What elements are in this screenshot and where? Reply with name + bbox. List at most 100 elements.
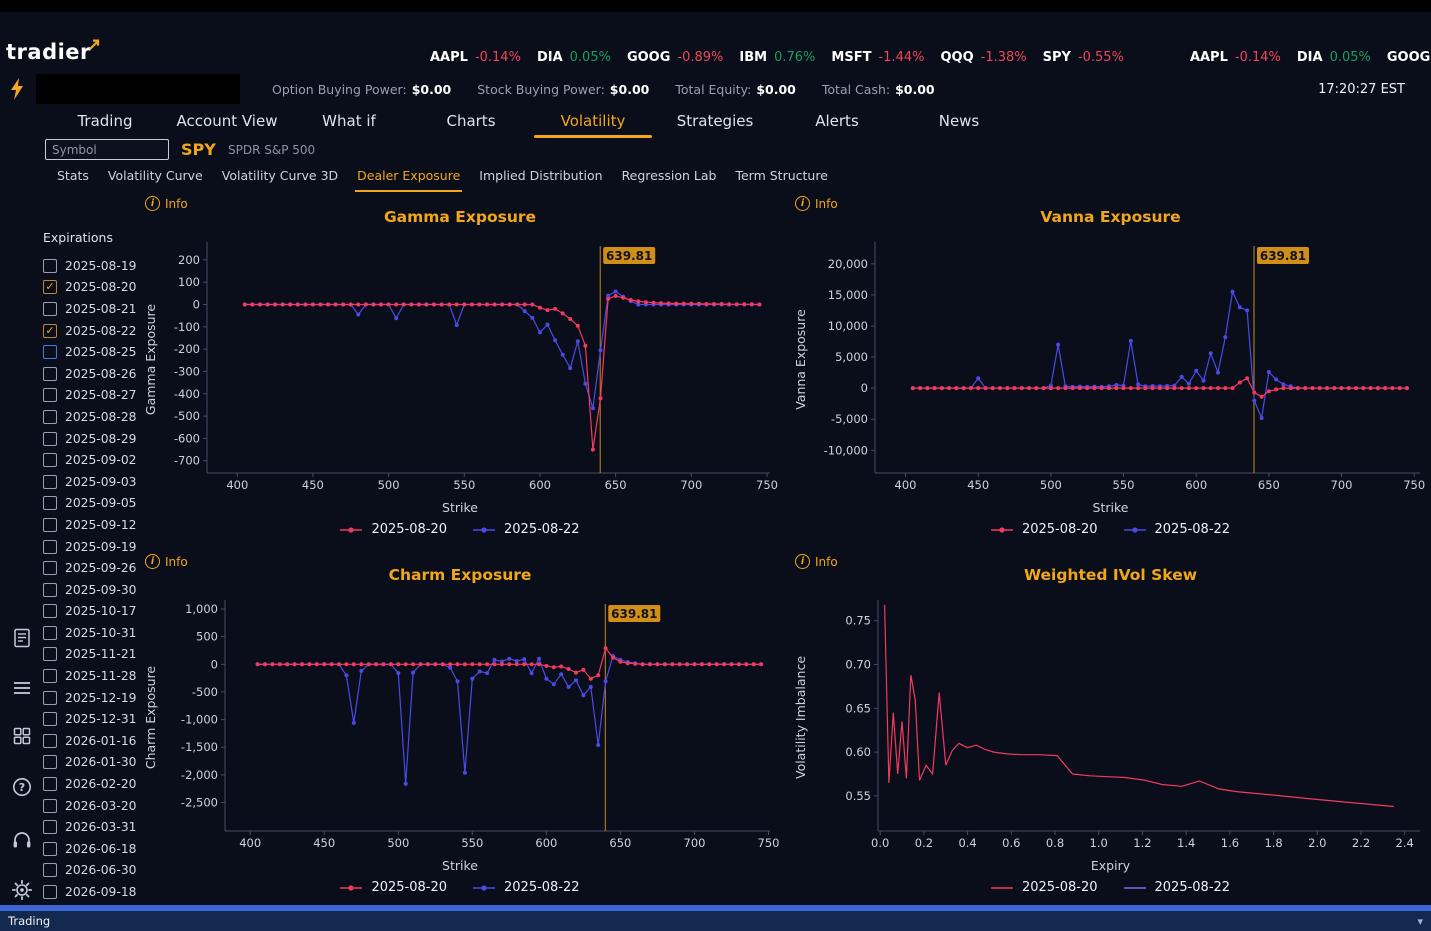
expiration-row[interactable]: 2025-09-03 [43, 471, 143, 493]
expiration-checkbox[interactable] [43, 366, 57, 381]
chart-plot[interactable]: 200 100 0 -100 -200 -300 -400 -500 -600 -700 400 45… [140, 238, 780, 500]
document-icon[interactable] [11, 627, 33, 649]
expiration-checkbox[interactable] [43, 474, 57, 489]
expiration-checkbox[interactable] [43, 863, 57, 878]
subtab-volatility-curve-3d[interactable]: Volatility Curve 3D [221, 168, 339, 183]
ticker-item[interactable]: DIA 0.05% [537, 50, 611, 65]
grid-apps-icon[interactable] [11, 725, 33, 747]
expiration-checkbox[interactable] [43, 539, 57, 554]
info-button[interactable]: i Info [795, 196, 838, 211]
tradier-logo[interactable]: tradier [6, 39, 101, 64]
subtab-implied-distribution[interactable]: Implied Distribution [479, 168, 603, 183]
legend-item[interactable]: 2025-08-22 [1123, 522, 1230, 537]
nav-tab-what-if[interactable]: What if [322, 112, 376, 130]
symbol-input[interactable] [45, 139, 169, 160]
expiration-checkbox[interactable] [43, 604, 57, 619]
expiration-row[interactable]: 2025-08-28 [43, 406, 143, 428]
nav-tab-alerts[interactable]: Alerts [815, 112, 859, 130]
expiration-checkbox[interactable] [43, 841, 57, 856]
headset-icon[interactable] [11, 828, 33, 850]
nav-tab-trading[interactable]: Trading [77, 112, 133, 130]
expiration-row[interactable]: 2025-09-05 [43, 493, 143, 515]
expiration-row[interactable]: 2025-11-21 [43, 644, 143, 666]
expiration-checkbox[interactable] [43, 690, 57, 705]
expiration-row[interactable]: 2025-08-19 [43, 255, 143, 277]
ticker-item[interactable]: SPY -0.55% [1043, 50, 1124, 65]
ticker-item[interactable]: MSFT -1.44% [831, 50, 924, 65]
chart-plot[interactable]: 0.75 0.70 0.65 0.60 0.55 0.0 0.2 0.4 0.6 0.8 1.0 1.… [790, 596, 1431, 858]
expiration-checkbox[interactable]: ✓ [43, 280, 57, 295]
info-button[interactable]: i Info [795, 554, 838, 569]
expiration-checkbox[interactable] [43, 258, 57, 273]
expiration-checkbox[interactable] [43, 647, 57, 662]
nav-tab-charts[interactable]: Charts [446, 112, 496, 130]
ticker-item[interactable]: DIA 0.05% [1297, 50, 1371, 65]
expiration-row[interactable]: 2025-08-29 [43, 428, 143, 450]
ticker-item[interactable]: AAPL -0.14% [1190, 50, 1281, 65]
expiration-checkbox[interactable] [43, 625, 57, 640]
nav-tab-news[interactable]: News [938, 112, 980, 130]
legend-item[interactable]: 2025-08-20 [990, 880, 1098, 895]
expiration-row[interactable]: 2025-11-28 [43, 665, 143, 687]
expiration-checkbox[interactable] [43, 669, 57, 684]
expiration-checkbox[interactable] [43, 561, 57, 576]
expiration-checkbox[interactable] [43, 712, 57, 727]
horizontal-scrollbar[interactable] [0, 905, 1431, 911]
expiration-checkbox[interactable] [43, 798, 57, 813]
expiration-row[interactable]: 2025-08-26 [43, 363, 143, 385]
subtab-dealer-exposure[interactable]: Dealer Exposure [355, 167, 463, 192]
expiration-row[interactable]: 2026-06-30 [43, 860, 143, 882]
expiration-row[interactable]: 2026-03-31 [43, 816, 143, 838]
expiration-row[interactable]: 2025-08-25 [43, 341, 143, 363]
expiration-checkbox[interactable] [43, 755, 57, 770]
expiration-row[interactable]: 2025-08-21 [43, 298, 143, 320]
expiration-checkbox[interactable] [43, 496, 57, 511]
expiration-row[interactable]: 2025-09-12 [43, 514, 143, 536]
expiration-row[interactable]: 2026-06-18 [43, 838, 143, 860]
account-selector[interactable] [36, 74, 240, 104]
expiration-checkbox[interactable] [43, 431, 57, 446]
ticker-item[interactable]: AAPL -0.14% [430, 50, 521, 65]
expiration-checkbox[interactable]: ✓ [43, 323, 57, 338]
subtab-stats[interactable]: Stats [57, 168, 89, 183]
expiration-row[interactable]: ✓ 2025-08-20 [43, 277, 143, 299]
expiration-row[interactable]: 2026-03-20 [43, 795, 143, 817]
expiration-checkbox[interactable] [43, 345, 57, 360]
expiration-row[interactable]: 2025-09-02 [43, 449, 143, 471]
ticker-item[interactable]: IBM 0.76% [739, 50, 815, 65]
ticker-item[interactable]: GOOG-0.89% [1387, 50, 1431, 65]
subtab-regression-lab[interactable]: Regression Lab [621, 168, 717, 183]
help-icon[interactable]: ? [11, 776, 33, 798]
expiration-checkbox[interactable] [43, 409, 57, 424]
expiration-checkbox[interactable] [43, 453, 57, 468]
ticker-item[interactable]: GOOG-0.89% [627, 50, 723, 65]
legend-item[interactable]: 2025-08-20 [990, 522, 1098, 537]
expiration-checkbox[interactable] [43, 388, 57, 403]
expiration-checkbox[interactable] [43, 733, 57, 748]
chart-plot[interactable]: 1,000 500 0 -500 -1,000 -1,500 -2,000 -2,500 400… [140, 596, 780, 858]
info-button[interactable]: i Info [145, 554, 188, 569]
subtab-volatility-curve[interactable]: Volatility Curve [107, 168, 203, 183]
legend-item[interactable]: 2025-08-20 [340, 522, 447, 537]
expiration-row[interactable]: 2025-09-19 [43, 536, 143, 558]
legend-item[interactable]: 2025-08-20 [340, 880, 447, 895]
status-bar-caret-icon[interactable]: ▾ [1417, 914, 1423, 928]
expiration-row[interactable]: 2025-10-17 [43, 601, 143, 623]
nav-tab-account-view[interactable]: Account View [176, 112, 278, 130]
ticker-item[interactable]: QQQ -1.38% [940, 50, 1026, 65]
expiration-checkbox[interactable] [43, 885, 57, 900]
menu-icon[interactable] [11, 677, 33, 699]
legend-item[interactable]: 2025-08-22 [1123, 880, 1230, 895]
settings-gear-icon[interactable] [11, 879, 33, 901]
active-symbol[interactable]: SPY [181, 140, 216, 159]
expiration-checkbox[interactable] [43, 301, 57, 316]
expiration-row[interactable]: 2025-12-31 [43, 708, 143, 730]
info-button[interactable]: i Info [145, 196, 188, 211]
expiration-checkbox[interactable] [43, 820, 57, 835]
expiration-row[interactable]: 2026-02-20 [43, 773, 143, 795]
expiration-row[interactable]: 2025-10-31 [43, 622, 143, 644]
legend-item[interactable]: 2025-08-22 [473, 522, 580, 537]
expiration-row[interactable]: ✓ 2025-08-22 [43, 320, 143, 342]
expiration-row[interactable]: 2025-12-19 [43, 687, 143, 709]
lightning-bolt-icon[interactable] [9, 77, 25, 101]
